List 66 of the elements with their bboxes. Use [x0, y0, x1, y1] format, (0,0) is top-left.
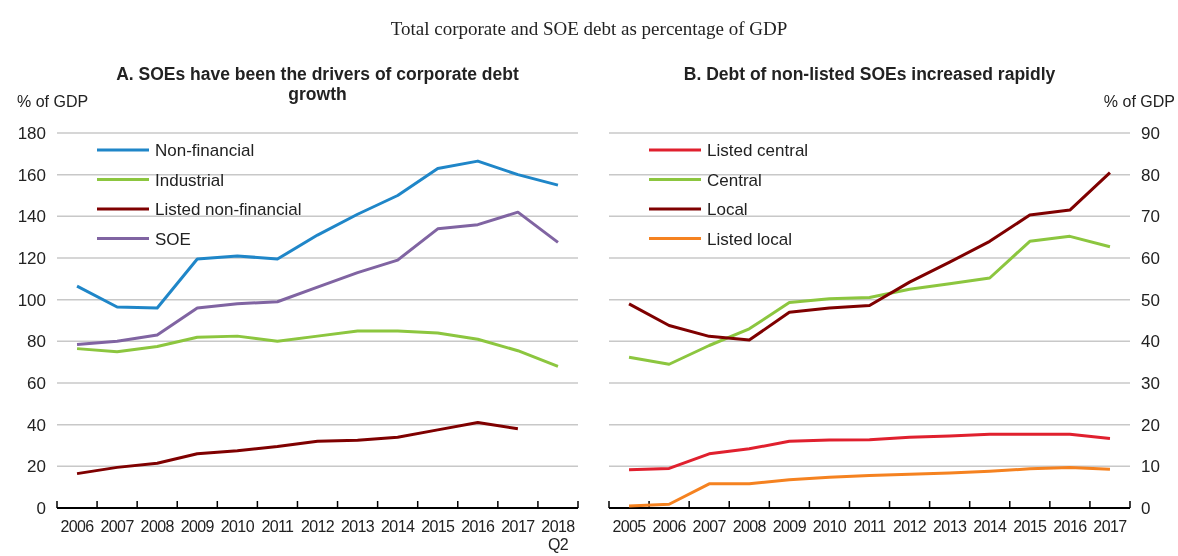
x-tick-label: 2016	[461, 518, 496, 535]
x-tick-label: 2014	[973, 518, 1008, 535]
y2-tick-label: 70	[1141, 207, 1160, 227]
x-tick-label: 2010	[812, 518, 847, 535]
y2-tick-label: 60	[1141, 248, 1160, 268]
x-tick-label: 2010	[220, 518, 255, 535]
y2-tick-label: 80	[1141, 165, 1160, 185]
y2-tick-label: 10	[1141, 457, 1160, 477]
legend-label: Listed local	[707, 229, 793, 249]
x-tick-label: 2012	[300, 518, 335, 535]
x-tick-label: 2009	[180, 518, 215, 535]
legend-label: Central	[707, 170, 762, 190]
y-tick-label: 80	[27, 332, 46, 352]
y-tick-label: 40	[27, 415, 46, 435]
y-axis-title: % of GDP	[17, 93, 89, 110]
y-tick-label: 60	[27, 373, 46, 393]
y-tick-label: 20	[27, 457, 46, 477]
x-tick-label: 2005	[612, 518, 647, 535]
y-tick-label: 120	[17, 248, 46, 268]
x-tick-label: 2017	[1093, 518, 1128, 535]
x-tick-label: 2013	[340, 518, 375, 535]
x-tick-label: 2011	[261, 518, 295, 535]
line-series	[627, 466, 1112, 508]
line-series	[627, 171, 1112, 342]
x-tick-label: 2006	[60, 518, 95, 535]
legend-label: Local	[707, 200, 748, 219]
x-tick-label: 2006	[652, 518, 687, 535]
x-tick-label: 2007	[692, 518, 727, 535]
y-tick-label: 0	[36, 498, 46, 518]
legend-label: Listed central	[707, 141, 809, 160]
text: Total corporate and SOE debt as percentage of GDP	[390, 18, 788, 39]
x-tick-label: 2009	[772, 518, 807, 535]
line-series	[75, 421, 520, 476]
x-tick-label: 2012	[892, 518, 927, 535]
y2-tick-label: 0	[1141, 498, 1151, 518]
y-tick-label: 140	[17, 207, 46, 227]
y2-tick-label: 30	[1141, 373, 1160, 393]
x-tick-label: 2016	[1053, 518, 1088, 535]
x-tick-label: 2011	[853, 518, 887, 535]
chart-title: B. Debt of non-listed SOEs increased rapidly	[683, 64, 1056, 84]
legend-label: Industrial	[155, 170, 224, 190]
y-tick-label: 160	[17, 165, 46, 185]
line-series	[627, 234, 1112, 366]
y2-axis-title: % of GDP	[1103, 93, 1175, 110]
y-tick-label: 180	[17, 123, 46, 143]
legend-label: Listed non-financial	[155, 200, 302, 219]
chart-title: A. SOEs have been the drivers of corporate debt growth	[116, 64, 519, 105]
x-tick-label: 2007	[100, 518, 135, 535]
y2-tick-label: 90	[1141, 123, 1160, 143]
x-tick-label: 2018 Q2	[541, 518, 576, 553]
x-tick-label: 2017	[501, 518, 536, 535]
legend-label: Non-financial	[155, 141, 255, 160]
line-series	[75, 329, 560, 368]
legend-label: SOE	[155, 229, 191, 249]
x-tick-label: 2008	[140, 518, 175, 535]
y-tick-label: 100	[17, 290, 46, 310]
y2-tick-label: 40	[1141, 332, 1160, 352]
y2-tick-label: 20	[1141, 415, 1160, 435]
x-tick-label: 2015	[421, 518, 456, 535]
x-tick-label: 2014	[381, 518, 415, 535]
x-tick-label: 2015	[1013, 518, 1048, 535]
x-tick-label: 2008	[732, 518, 767, 535]
line-series	[627, 432, 1112, 472]
line-series	[75, 159, 560, 310]
y2-tick-label: 50	[1141, 290, 1160, 310]
x-tick-label: 2013	[933, 518, 967, 535]
